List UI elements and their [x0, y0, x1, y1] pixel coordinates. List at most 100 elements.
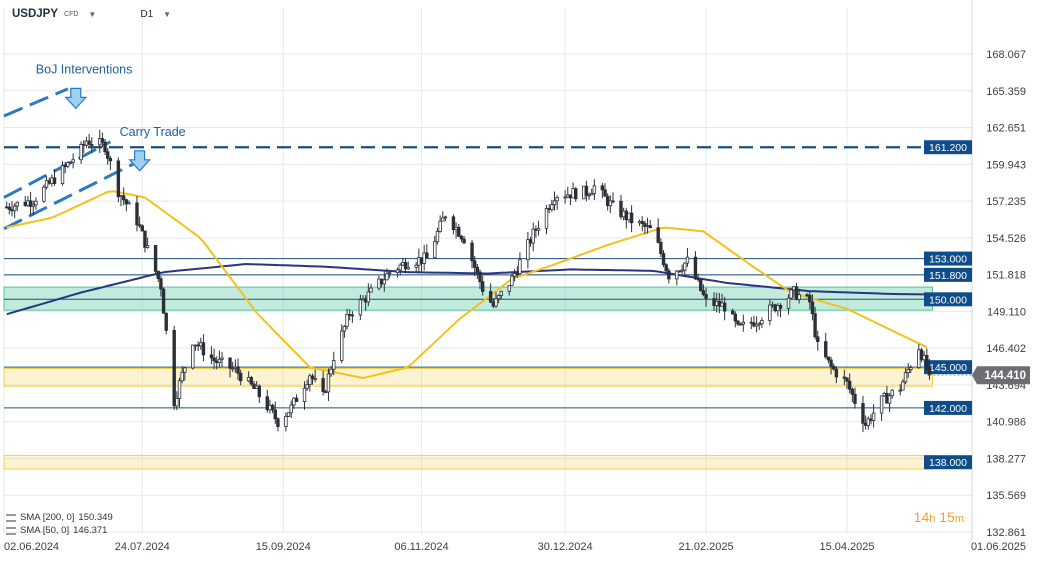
candle-body[interactable] [302, 387, 307, 403]
candle-body[interactable] [47, 180, 51, 184]
candle-body[interactable] [119, 195, 123, 198]
candle-body[interactable] [544, 208, 549, 229]
candle-body[interactable] [124, 199, 129, 205]
candle-body[interactable] [491, 301, 496, 307]
candle-body[interactable] [470, 242, 474, 262]
candle-body[interactable] [898, 389, 902, 392]
candle-body[interactable] [887, 395, 892, 404]
candle-body[interactable] [794, 286, 799, 300]
candle-body[interactable] [552, 200, 557, 206]
candle-body[interactable] [842, 376, 847, 379]
candle-body[interactable] [438, 220, 442, 232]
candle-body[interactable] [345, 314, 349, 327]
candle-body[interactable] [161, 288, 166, 314]
candle-body[interactable] [805, 294, 809, 297]
candle-body[interactable] [890, 389, 894, 397]
candle-body[interactable] [231, 367, 235, 370]
candle-body[interactable] [180, 371, 184, 382]
arrow-down-icon[interactable] [64, 87, 88, 110]
candle-body[interactable] [879, 395, 884, 414]
candle-body[interactable] [159, 278, 163, 290]
candle-body[interactable] [193, 344, 198, 347]
candle-body[interactable] [84, 140, 89, 146]
candle-body[interactable] [685, 256, 690, 264]
candle-body[interactable] [693, 256, 698, 280]
candle-body[interactable] [324, 391, 328, 394]
candle-body[interactable] [901, 381, 905, 391]
candle-body[interactable] [518, 259, 522, 275]
candle-body[interactable] [571, 188, 575, 199]
candle-body[interactable] [645, 225, 650, 228]
candle-body[interactable] [683, 262, 687, 271]
candle-body[interactable] [563, 196, 567, 199]
candle-body[interactable] [847, 380, 852, 390]
candle-body[interactable] [108, 157, 113, 162]
candle-body[interactable] [385, 273, 389, 281]
candle-body[interactable] [528, 239, 533, 244]
candle-body[interactable] [457, 226, 461, 237]
candle-body[interactable] [778, 304, 783, 309]
candle-body[interactable] [127, 202, 131, 205]
candle-body[interactable] [566, 194, 570, 198]
candle-body[interactable] [786, 297, 791, 309]
candle-body[interactable] [90, 144, 94, 146]
candle-body[interactable] [749, 321, 753, 324]
price-zone-yellow[interactable] [3, 368, 933, 387]
candle-body[interactable] [175, 398, 179, 407]
trend-line[interactable] [3, 140, 112, 199]
candle-body[interactable] [866, 418, 870, 426]
candle-body[interactable] [680, 269, 684, 272]
candle-body[interactable] [869, 418, 873, 421]
candle-body[interactable] [621, 210, 626, 218]
candle-body[interactable] [342, 325, 347, 332]
candle-body[interactable] [475, 266, 480, 273]
candle-body[interactable] [332, 360, 336, 370]
candle-body[interactable] [4, 206, 9, 209]
indicator-legend-sma50[interactable]: SMA [50, 0] 146.371 [6, 525, 107, 536]
candle-body[interactable] [661, 253, 666, 266]
candle-body[interactable] [667, 270, 671, 280]
candle-body[interactable] [87, 140, 91, 145]
candle-body[interactable] [712, 298, 716, 306]
candle-body[interactable] [829, 359, 833, 367]
candle-body[interactable] [212, 357, 216, 362]
candle-body[interactable] [401, 262, 405, 266]
candle-body[interactable] [738, 323, 743, 326]
symbol-name[interactable]: USDJPY [12, 8, 59, 20]
candle-body[interactable] [776, 304, 780, 312]
candle-body[interactable] [265, 396, 269, 411]
candle-body[interactable] [228, 357, 232, 369]
sma200-line[interactable] [6, 262, 927, 316]
candle-body[interactable] [183, 367, 187, 373]
candle-body[interactable] [71, 159, 75, 163]
candle-body[interactable] [398, 264, 402, 271]
indicator-legend-sma200[interactable]: SMA [200, 0] 150.349 [6, 512, 113, 523]
candle-body[interactable] [547, 208, 551, 210]
candle-body[interactable] [863, 422, 868, 426]
timeframe-selector[interactable]: D1 [140, 8, 154, 20]
candle-body[interactable] [52, 177, 57, 184]
candle-body[interactable] [640, 221, 644, 224]
candle-body[interactable] [603, 189, 607, 197]
candle-body[interactable] [289, 404, 293, 414]
candle-body[interactable] [582, 185, 586, 200]
candle-body[interactable] [257, 385, 261, 398]
candle-body[interactable] [757, 323, 761, 326]
candle-body[interactable] [121, 195, 126, 201]
candle-body[interactable] [177, 380, 182, 399]
candle-body[interactable] [66, 162, 70, 167]
trend-line[interactable] [3, 87, 69, 118]
candle-body[interactable] [480, 281, 485, 292]
candle-body[interactable] [922, 354, 926, 361]
candle-body[interactable] [824, 341, 828, 358]
candle-body[interactable] [31, 204, 35, 207]
candle-body[interactable] [116, 160, 121, 198]
candle-body[interactable] [23, 201, 27, 206]
candle-body[interactable] [629, 212, 634, 224]
candle-body[interactable] [909, 367, 913, 370]
candle-body[interactable] [201, 342, 206, 356]
candle-body[interactable] [236, 366, 240, 374]
candle-body[interactable] [773, 304, 777, 312]
candle-body[interactable] [664, 264, 668, 272]
